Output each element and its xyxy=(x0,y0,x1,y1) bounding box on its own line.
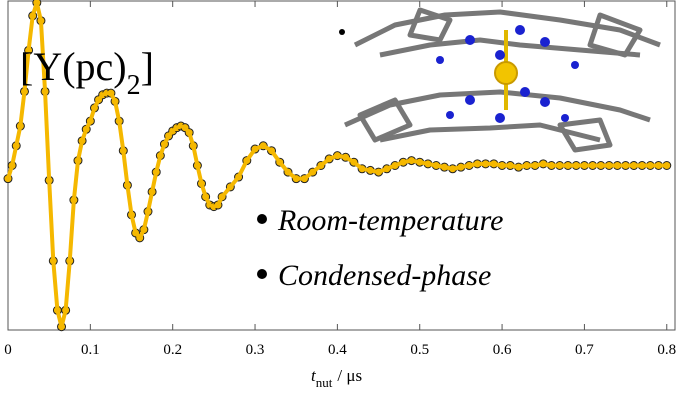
x-tick-label: 0.3 xyxy=(246,342,265,358)
x-tick-label: 0.4 xyxy=(328,342,347,358)
bullet xyxy=(257,269,267,279)
radical-dot xyxy=(339,29,345,35)
x-tick-label: 0.6 xyxy=(493,342,512,358)
x-axis-label: tnut / μs xyxy=(311,366,362,390)
fit-line xyxy=(6,0,667,329)
x-tick-label: 0.1 xyxy=(81,342,100,358)
x-tick-label: 0 xyxy=(4,342,12,358)
title: [Y(pc)2] xyxy=(20,44,154,101)
x-tick-label: 0.2 xyxy=(163,342,182,358)
annotation: Condensed-phase xyxy=(278,259,491,292)
molecule xyxy=(343,7,661,153)
x-tick-label: 0.7 xyxy=(575,342,594,358)
bullet xyxy=(257,214,267,224)
annotation: Room-temperature xyxy=(277,204,504,237)
x-tick-label: 0.8 xyxy=(657,342,676,358)
x-tick-label: 0.5 xyxy=(410,342,429,358)
plot xyxy=(3,0,676,332)
